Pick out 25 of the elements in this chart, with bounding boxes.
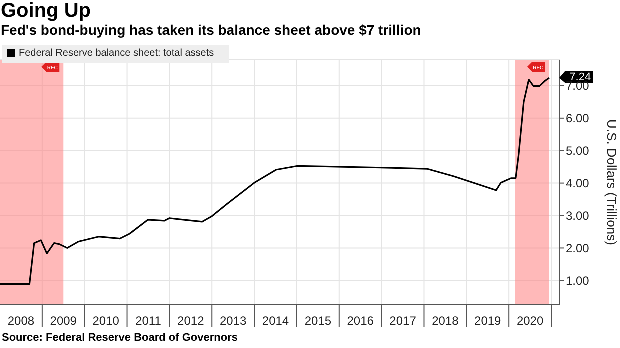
x-tick-label: 2013 <box>220 314 248 328</box>
x-tick-label: 2009 <box>50 314 78 328</box>
y-tick-label: 1.00 <box>566 274 590 288</box>
x-tick-label: 2015 <box>304 314 332 328</box>
x-tick-label: 2017 <box>390 314 417 328</box>
chart-title: Going Up <box>0 0 92 22</box>
y-axis-title: U.S. Dollars (Trillions) <box>604 120 620 246</box>
y-tick-label: 5.00 <box>566 144 590 158</box>
x-tick-label: 2011 <box>136 314 162 328</box>
x-tick-label: 2019 <box>474 314 502 328</box>
chart-subtitle: Fed's bond-buying has taken its balance sheet above $7 trillion <box>0 22 422 39</box>
x-tick-label: 2008 <box>8 314 35 328</box>
legend-label: Federal Reserve balance sheet: total assets <box>19 48 214 59</box>
x-tick-label: 2010 <box>92 314 120 328</box>
y-tick-label: 2.00 <box>566 241 590 256</box>
x-tick-label: 2014 <box>262 314 290 328</box>
x-tick-label: 2016 <box>347 314 374 328</box>
x-tick-label: 2012 <box>178 314 205 328</box>
x-tick-label: 2018 <box>432 314 460 328</box>
x-tick-label: 2020 <box>516 314 544 328</box>
y-tick-label: 3.00 <box>566 209 590 224</box>
line-series <box>0 77 550 286</box>
y-tick-label: 6.00 <box>566 112 590 126</box>
y-tick-label: 4.00 <box>566 176 590 191</box>
source-note: Source: Federal Reserve Board of Governors <box>1 331 239 345</box>
